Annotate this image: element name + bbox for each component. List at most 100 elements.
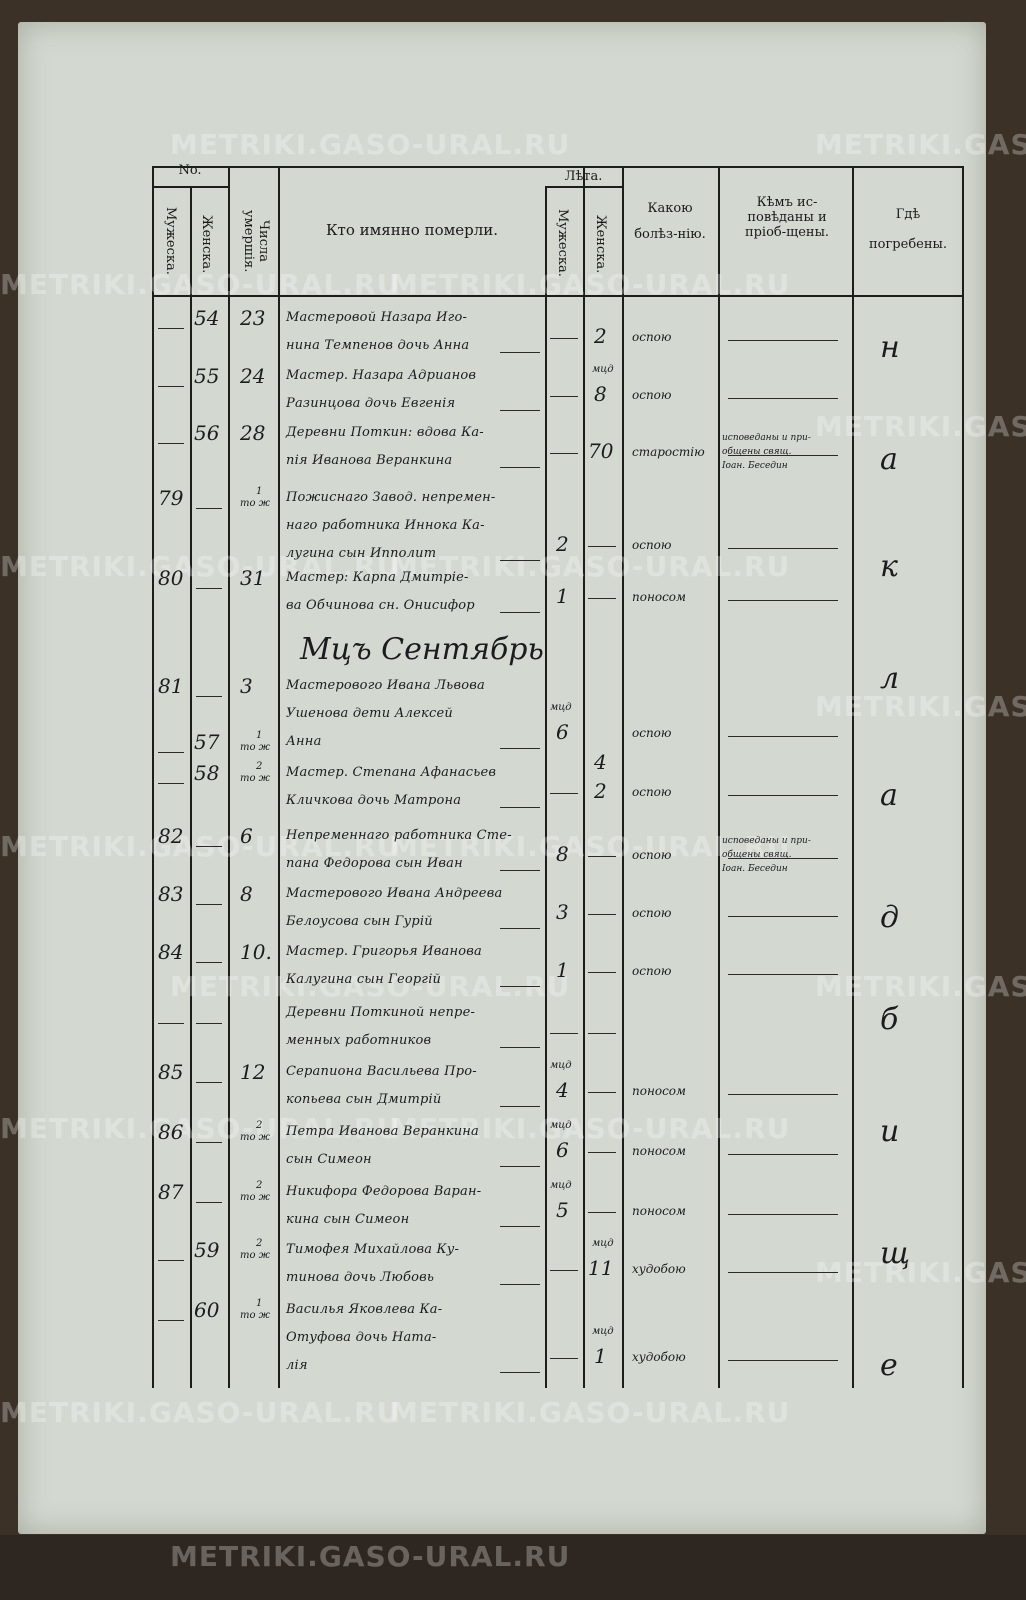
cause-of-death: оспою [632, 726, 672, 740]
female-number-dash [196, 1142, 222, 1143]
female-number: 60 [194, 1298, 220, 1322]
no-subrule [152, 186, 228, 188]
age-male: 6 [556, 1138, 569, 1162]
age-male-dash [550, 1270, 578, 1271]
age-note: мцд [592, 1326, 614, 1337]
register-page [18, 22, 986, 1534]
entry-name-line: Калугина сын Георгій [286, 972, 442, 987]
male-number: 79 [158, 486, 184, 510]
confessor-dash [728, 736, 838, 737]
burial-place-letter: а [880, 442, 898, 477]
cause-of-death: поносом [632, 590, 686, 604]
female-number: 59 [194, 1238, 220, 1262]
age-female-dash [588, 1033, 616, 1034]
confessor-line: общены свящ. [722, 447, 792, 457]
entry-name-line: кина сын Симеон [286, 1212, 410, 1227]
header-burial: Гдѣ погребены. [869, 207, 947, 252]
age-male: 8 [556, 842, 569, 866]
name-end-dash [500, 1372, 540, 1373]
header-male-no: Мужеска. [162, 207, 178, 275]
female-number-dash [196, 588, 222, 589]
header-confessor: Кѣмъ ис-повѣданы и прiоб-щены. [744, 195, 830, 240]
entry-name-line: пія Иванова Веранкина [286, 453, 453, 468]
entry-name-line: Тимофея Михайлова Ку- [286, 1242, 460, 1257]
age-male-dash [550, 453, 578, 454]
death-date: то ж [240, 1132, 271, 1143]
confessor-dash [728, 1154, 838, 1155]
death-date: 6 [240, 824, 253, 848]
cause-of-death: оспою [632, 848, 672, 862]
watermark: METRIKI.GASO-URAL.RU [815, 1256, 1026, 1289]
male-number: 81 [158, 674, 184, 698]
confessor-dash [728, 916, 838, 917]
name-end-dash [500, 748, 540, 749]
header-age-female: Женска. [592, 214, 608, 274]
confessor-dash [728, 974, 838, 975]
age-male-dash [550, 1358, 578, 1359]
age-female-dash [588, 1212, 616, 1213]
entry-name-line: Разинцова дочь Евгенія [286, 396, 456, 411]
age-female-dash [588, 546, 616, 547]
burial-place-letter: б [880, 1002, 899, 1037]
male-number: 85 [158, 1060, 184, 1084]
watermark: METRIKI.GASO-URAL.RU [815, 128, 1026, 161]
confessor-dash [728, 398, 838, 399]
entry-name-line: Никифора Федорова Варан- [286, 1184, 482, 1199]
entry-name-line: Мастер. Назара Адрианов [286, 368, 477, 383]
age-female: 1 [594, 1344, 607, 1368]
female-number-dash [196, 508, 222, 509]
age-male-dash [550, 338, 578, 339]
entry-name-line: Мастер. Григорья Иванова [286, 944, 482, 959]
entry-name-line: наго работника Иннока Ка- [286, 518, 485, 533]
entry-name-line: Мастеровой Назара Иго- [286, 310, 468, 325]
entry-name-line: сын Симеон [286, 1152, 372, 1167]
header-disease: Какою болѣз-нiю. [634, 201, 706, 242]
entry-name-line: Кличкова дочь Матрона [286, 793, 462, 808]
male-number-dash [158, 783, 184, 784]
month-heading: Мцъ Сентябрь [300, 632, 544, 667]
name-end-dash [500, 467, 540, 468]
entry-name-line: ва Обчинова сн. Онисифор [286, 598, 475, 613]
watermark: METRIKI.GASO-URAL.RU [815, 690, 1026, 723]
male-number-dash [158, 443, 184, 444]
death-date-note: 2 [256, 1238, 263, 1249]
name-end-dash [500, 1047, 540, 1048]
death-date: 3 [240, 674, 253, 698]
entry-name-line: лугина сын Ипполит [286, 546, 437, 561]
entry-name-line: Пожиснаго Завод. непремен- [286, 490, 496, 505]
cause-of-death: худобою [632, 1262, 686, 1276]
female-number-dash [196, 696, 222, 697]
entry-name-line: Серапиона Васильева Про- [286, 1064, 477, 1079]
confessor-dash [728, 340, 838, 341]
age-female-dash [588, 598, 616, 599]
death-date: 23 [240, 306, 266, 330]
female-number: 54 [194, 306, 220, 330]
age-male-dash [550, 396, 578, 397]
name-end-dash [500, 807, 540, 808]
watermark: METRIKI.GASO-URAL.RU [390, 1112, 791, 1145]
death-date: то ж [240, 773, 271, 784]
entry-name-line: Белоусова сын Гурій [286, 914, 433, 929]
watermark: METRIKI.GASO-URAL.RU [815, 970, 1026, 1003]
cause-of-death: поносом [632, 1144, 686, 1158]
name-end-dash [500, 870, 540, 871]
column-rule [228, 166, 230, 1388]
entry-name-line: Петра Иванова Веранкина [286, 1124, 479, 1139]
age-note: мцд [550, 1120, 572, 1131]
watermark: METRIKI.GASO-URAL.RU [390, 268, 791, 301]
age-female: 2 [594, 324, 607, 348]
burial-place-letter: щ [880, 1236, 911, 1271]
header-date: Числа умершiя. [241, 209, 271, 273]
name-end-dash [500, 1226, 540, 1227]
age-male: 1 [556, 958, 569, 982]
confessor-dash [728, 795, 838, 796]
name-end-dash [500, 1106, 540, 1107]
scan-background [0, 1535, 1026, 1600]
entry-name-line: Ушенова дети Алексей [286, 706, 453, 721]
cause-of-death: поносом [632, 1204, 686, 1218]
column-rule [278, 166, 280, 1388]
male-number: 84 [158, 940, 184, 964]
female-number-dash [196, 1082, 222, 1083]
column-rule [545, 186, 547, 1388]
death-date: 8 [240, 882, 253, 906]
